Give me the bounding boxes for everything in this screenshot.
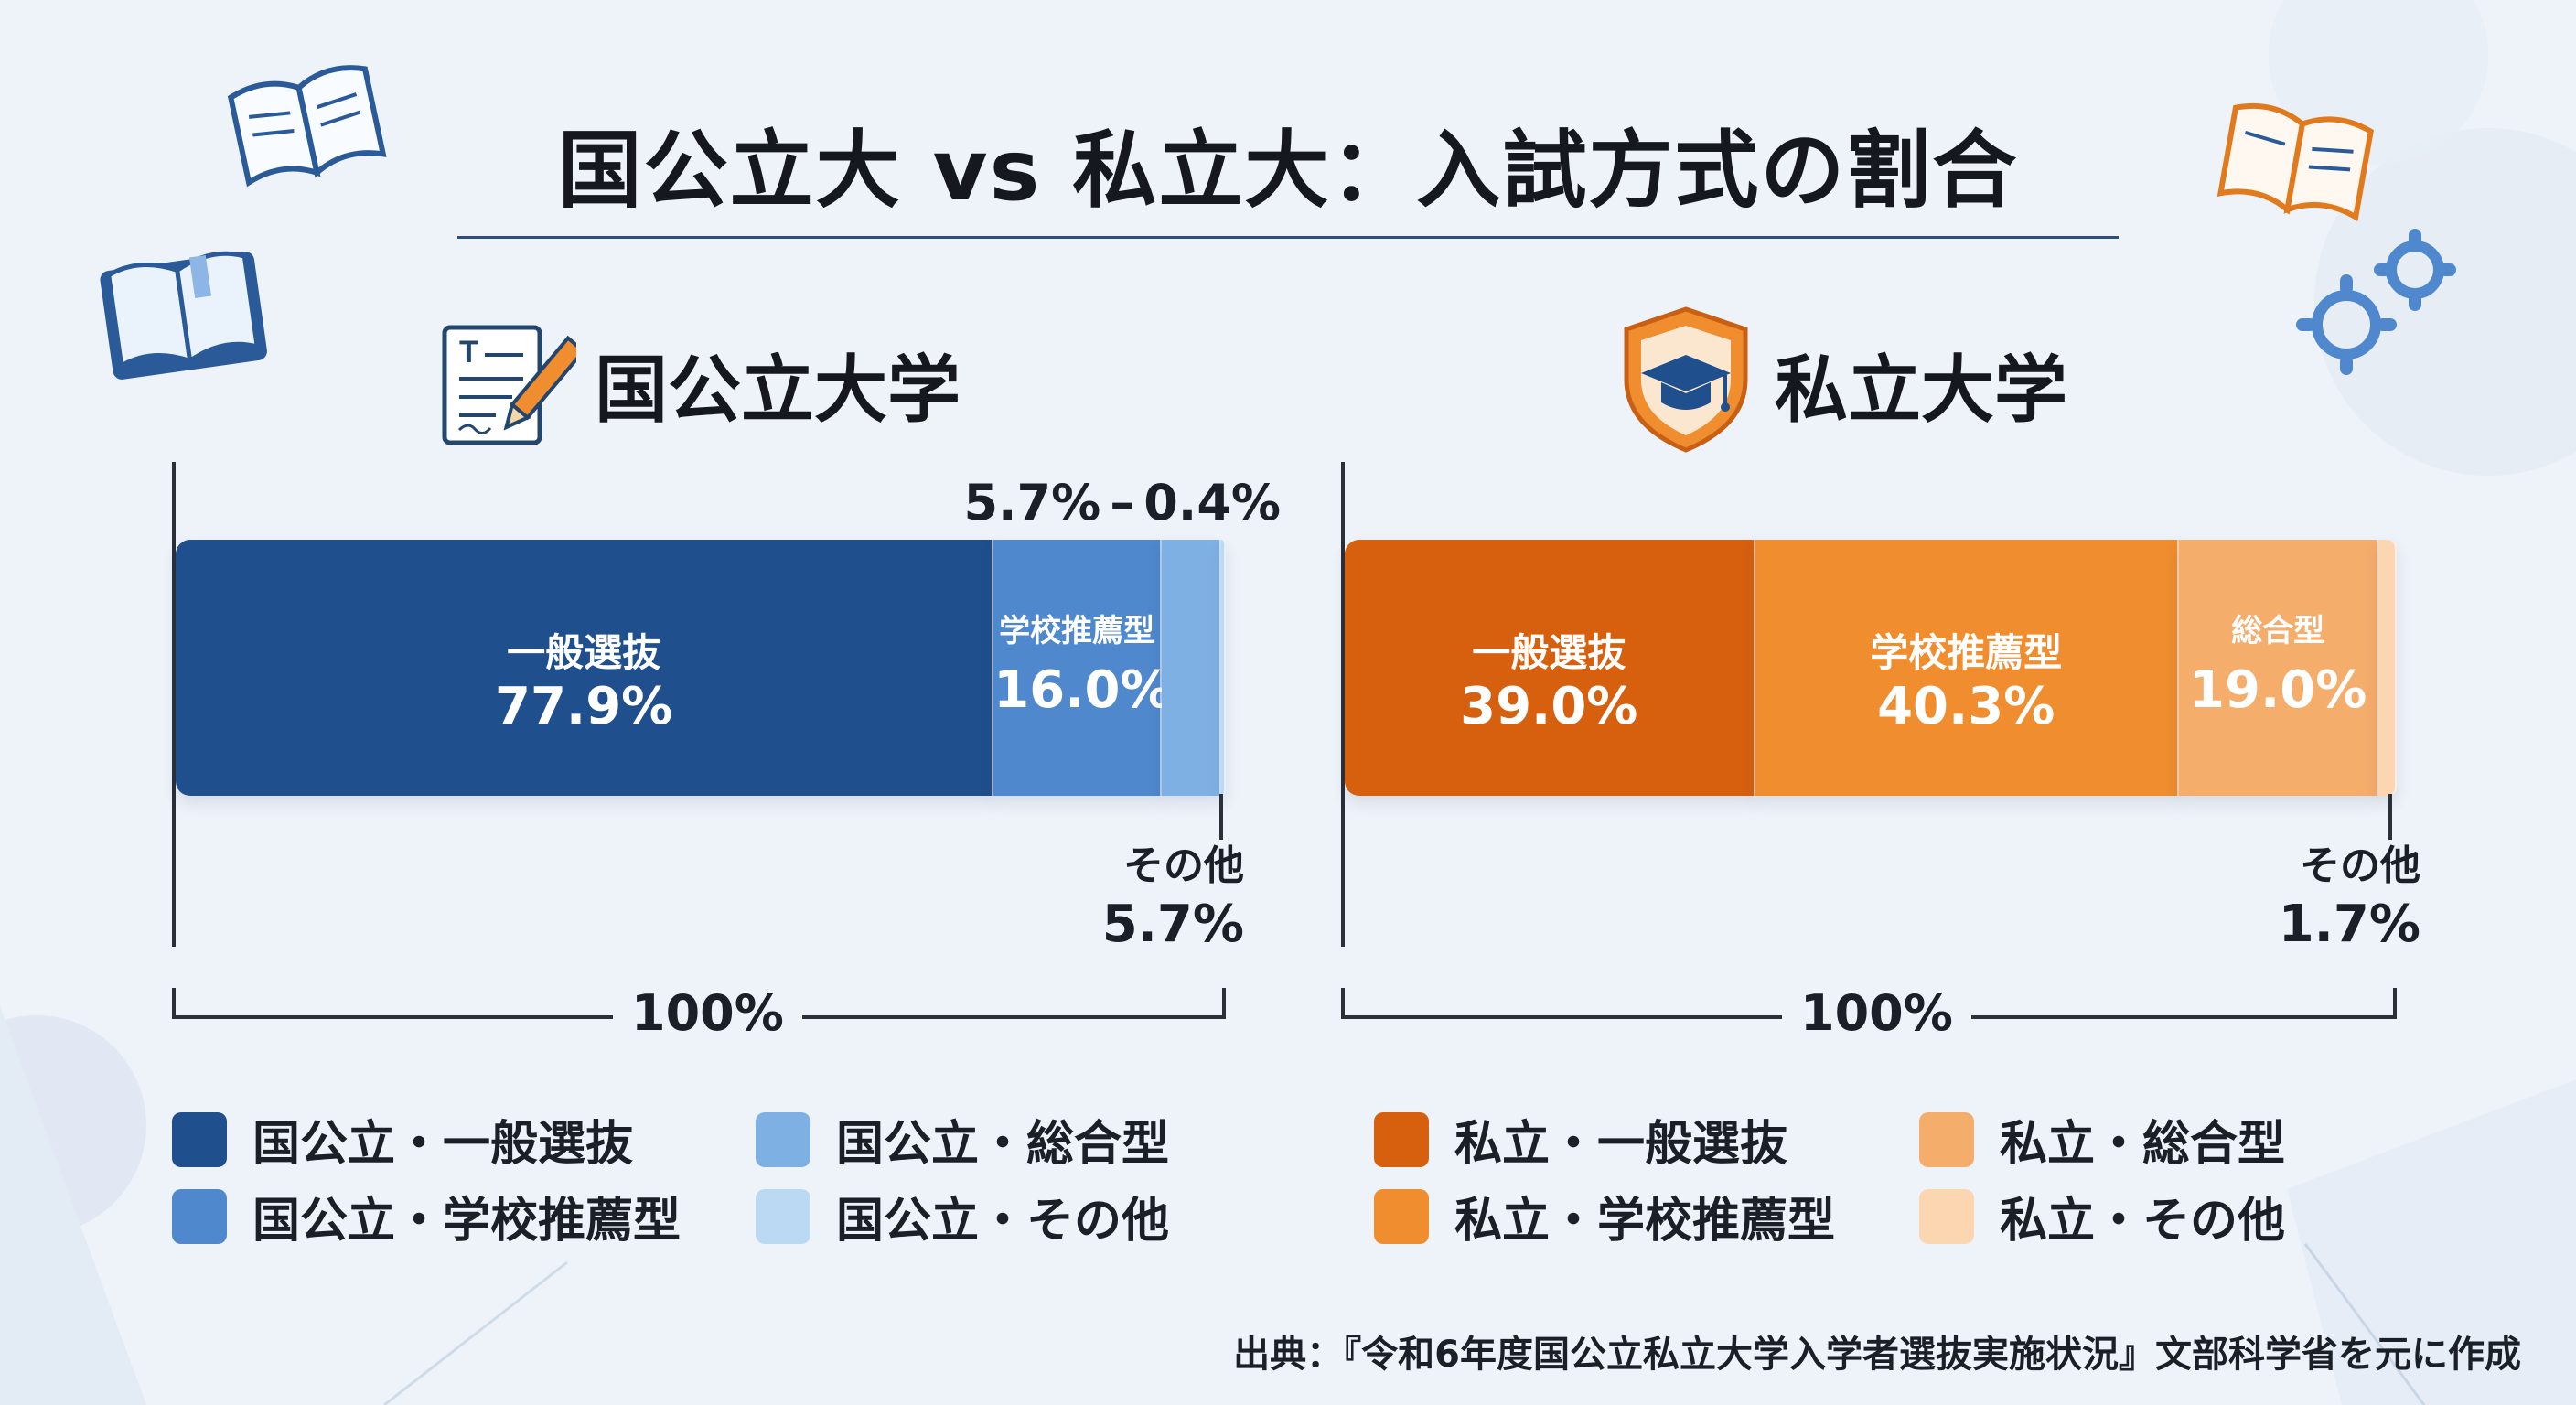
title-divider <box>457 236 2119 239</box>
bar-value-label: 40.3% <box>1877 677 2055 736</box>
legend-label: 国公立・一般選抜 <box>252 1117 634 1172</box>
private-axis-line <box>1341 462 1345 947</box>
legend-label: 私立・その他 <box>2000 1194 2286 1249</box>
national-total-label: 100% <box>613 984 802 1042</box>
private-panel-title: 私立大学 <box>1775 348 2067 433</box>
legend-swatch <box>172 1188 227 1244</box>
legend-swatch <box>756 1111 810 1167</box>
legend-item: 国公立・その他 <box>756 1182 1169 1250</box>
national-bottom-value: 5.7% <box>1101 895 1244 954</box>
legend-swatch <box>172 1111 227 1167</box>
legend-item: 国公立・学校推薦型 <box>172 1182 681 1250</box>
private-total-label: 100% <box>1782 984 1971 1042</box>
legend-label: 国公立・その他 <box>836 1194 1170 1249</box>
legend-label: 国公立・総合型 <box>836 1117 1170 1172</box>
bar-category-label: 一般選抜 <box>507 630 661 675</box>
bar-value-label: 19.0% <box>2189 660 2367 720</box>
legend-label: 国公立・学校推薦型 <box>252 1194 682 1249</box>
private-callout-tick <box>2388 794 2392 840</box>
source-note: 出典：『令和6年度国公立私立大学入学者選抜実施状況』文部科学省を元に作成 <box>1233 1334 2521 1376</box>
legend-label: 私立・学校推薦型 <box>1454 1194 1836 1249</box>
bar-category-label: 一般選抜 <box>1472 630 1626 675</box>
legend-item: 国公立・一般選抜 <box>172 1105 633 1174</box>
bar-category-label: 学校推薦型 <box>1870 630 2063 675</box>
top-callout-right: 0.4% <box>1143 474 1281 531</box>
national-axis-line <box>172 462 176 947</box>
legend-label: 私立・総合型 <box>2000 1117 2286 1172</box>
bar-segment: 一般選抜 77.9% <box>176 540 994 796</box>
bar-category-label: 総合型 <box>2231 613 2325 649</box>
bar-segment <box>2378 540 2397 796</box>
graduation-shield-icon <box>1624 306 1748 453</box>
legend-swatch <box>1374 1111 1429 1167</box>
national-bottom-label: その他 <box>1123 842 1244 889</box>
legend-item: 私立・総合型 <box>1919 1105 2285 1174</box>
legend-item: 私立・その他 <box>1919 1182 2285 1250</box>
bar-value-label: 39.0% <box>1460 677 1638 736</box>
national-top-callout: 5.7% –0.4% <box>961 474 1281 531</box>
bar-category-label: 学校推薦型 <box>999 613 1155 649</box>
national-panel-title: 国公立大学 <box>595 348 961 433</box>
legend-item: 私立・学校推薦型 <box>1374 1182 1835 1250</box>
svg-text:T: T <box>459 335 478 370</box>
bar-value-label: 77.9% <box>495 677 673 736</box>
top-callout-sep: – <box>1110 474 1135 531</box>
private-bottom-callout: その他 1.7% <box>2177 832 2420 954</box>
page-title: 国公立大 vs 私立大：入試方式の割合 <box>557 122 2019 220</box>
bar-segment: 総合型 19.0% <box>2178 540 2379 796</box>
legend-swatch <box>756 1188 810 1244</box>
legend-item: 国公立・総合型 <box>756 1105 1169 1174</box>
bar-segment: 学校推薦型 40.3% <box>1755 540 2179 796</box>
document-pencil-icon: T <box>442 325 576 445</box>
book-icon <box>227 65 387 188</box>
book-icon <box>100 251 267 380</box>
book-icon <box>2216 102 2374 222</box>
national-callout-tick <box>1219 794 1223 840</box>
bar-segment <box>1161 540 1222 796</box>
private-bottom-label: その他 <box>2300 842 2420 889</box>
top-callout-left: 5.7% <box>963 474 1101 531</box>
legend-item: 私立・一般選抜 <box>1374 1105 1787 1174</box>
legend-label: 私立・一般選抜 <box>1454 1117 1788 1172</box>
bar-segment: 一般選抜 39.0% <box>1345 540 1755 796</box>
bar-value-label: 16.0% <box>993 660 1172 720</box>
gear-icon <box>2296 229 2456 375</box>
legend-swatch <box>1374 1188 1429 1244</box>
bar-segment: 学校推薦型 16.0% <box>993 540 1172 796</box>
national-bottom-callout: その他 5.7% <box>1006 832 1244 954</box>
legend-swatch <box>1919 1111 1974 1167</box>
bar-segment <box>1221 540 1226 796</box>
private-bottom-value: 1.7% <box>2278 895 2420 954</box>
legend-swatch <box>1919 1188 1974 1244</box>
